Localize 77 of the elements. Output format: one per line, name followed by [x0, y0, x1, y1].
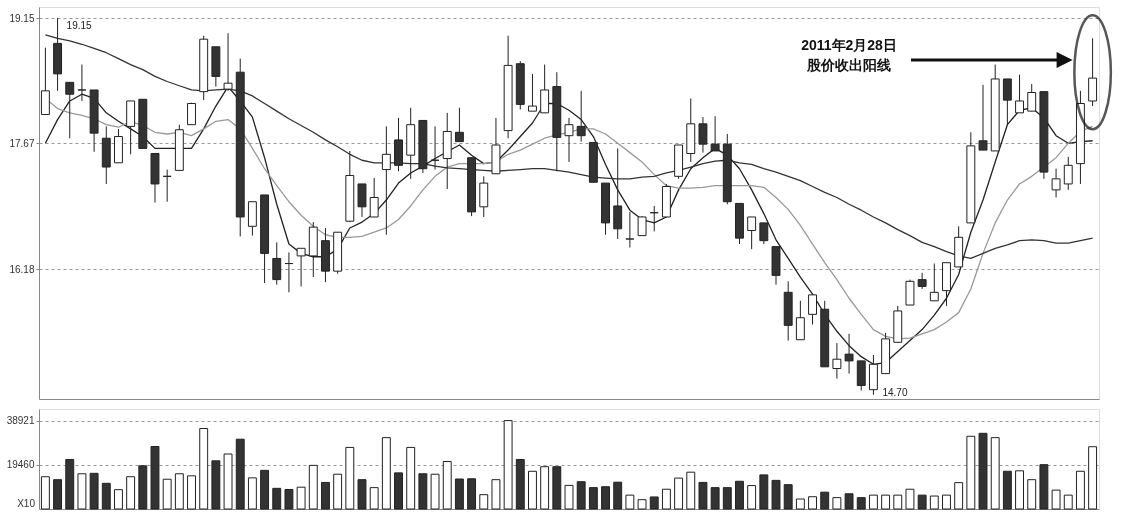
candlestick: [479, 175, 489, 218]
candlestick: [454, 107, 464, 143]
bar: [150, 446, 160, 510]
candlestick: [832, 342, 842, 380]
y-tick-label: 38921: [6, 415, 35, 427]
candlestick: [357, 183, 367, 218]
bar: [735, 480, 744, 510]
bar: [101, 482, 111, 510]
bar: [759, 474, 769, 510]
candlestick: [564, 117, 574, 163]
bar: [710, 487, 720, 510]
candlestick: [808, 294, 817, 325]
candlestick: [40, 47, 50, 116]
bar: [917, 494, 927, 510]
y-tick-label: 19.15: [9, 12, 35, 24]
candlestick: [528, 73, 537, 112]
bar: [588, 487, 598, 510]
candlestick: [381, 125, 391, 236]
bar: [89, 472, 99, 510]
bar: [138, 465, 148, 510]
candlestick: [613, 147, 623, 240]
candlestick: [759, 222, 769, 245]
candlestick: [698, 116, 708, 154]
y-tick-label: 17.67: [9, 137, 35, 149]
bar: [454, 478, 464, 510]
bar: [418, 473, 428, 510]
candlestick: [576, 90, 586, 143]
bar: [260, 469, 270, 510]
y-tick-label: 16.18: [9, 263, 35, 275]
bar: [1002, 470, 1012, 510]
candlestick: [795, 300, 805, 341]
candlestick: [296, 247, 306, 287]
bar: [978, 432, 988, 510]
candlestick: [710, 115, 720, 152]
candlestick: [272, 241, 282, 286]
candlestick: [917, 272, 927, 290]
bar: [467, 478, 477, 510]
y-tick-label: 19460: [6, 459, 35, 471]
annotation: 19.15: [66, 20, 93, 32]
bar: [53, 479, 63, 510]
bar: [771, 479, 781, 510]
bar: [321, 481, 330, 510]
annotation: 2011年2月28日: [801, 37, 897, 53]
annotation: 股价收出阳线: [806, 57, 891, 73]
bar: [394, 472, 403, 510]
bar: [552, 466, 562, 510]
candlestick: [978, 84, 988, 151]
candlestick: [1063, 156, 1073, 191]
candlestick: [625, 211, 635, 248]
bar: [722, 487, 732, 510]
annotation: 14.70: [882, 386, 908, 398]
text: X10: [17, 498, 36, 509]
bar: [1039, 464, 1049, 510]
bar: [65, 458, 75, 510]
candlestick: [929, 263, 939, 302]
bar: [856, 497, 866, 510]
candlestick: [905, 279, 915, 306]
candlestick: [637, 215, 647, 237]
bar: [235, 438, 245, 510]
candlestick: [747, 216, 757, 250]
bar: [357, 479, 367, 510]
bar: [272, 487, 282, 510]
bar: [284, 488, 294, 510]
bar: [211, 460, 221, 510]
candlestick: [369, 177, 379, 218]
bar: [576, 481, 586, 510]
bar: [613, 481, 623, 510]
bar: [820, 491, 830, 510]
bar: [649, 496, 659, 510]
candlestick: [1051, 168, 1061, 198]
candlestick: [1088, 37, 1098, 107]
bar: [783, 484, 793, 510]
bar: [844, 493, 854, 510]
bar: [515, 458, 525, 510]
line-series: [44, 34, 1094, 260]
bar: [601, 486, 610, 510]
bar: [698, 481, 708, 510]
